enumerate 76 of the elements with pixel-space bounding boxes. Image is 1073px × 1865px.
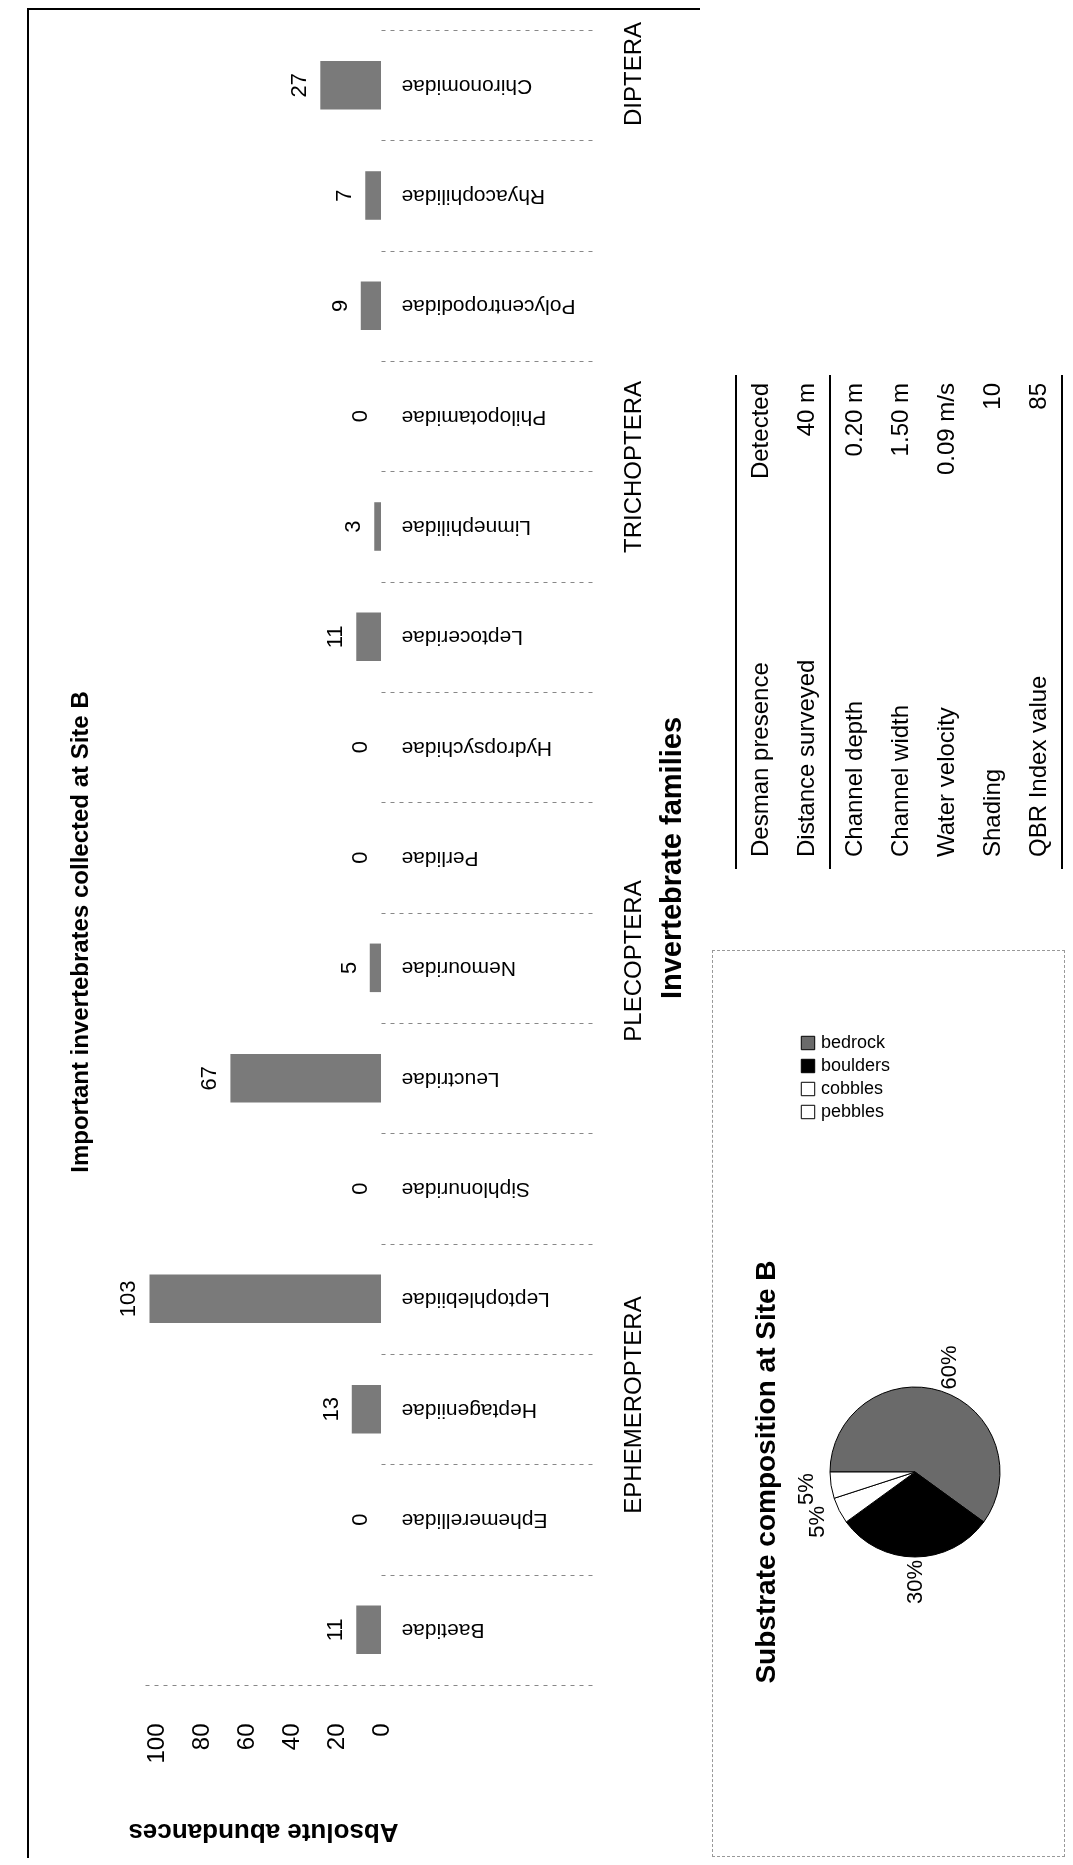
y-tick-label: Rhyacophilidae [401, 186, 546, 209]
text: 40 m [783, 375, 830, 547]
y-tick-label: Ephemerellidae [401, 1510, 548, 1533]
data-label: 5 [335, 961, 361, 974]
data-label: 60% [935, 1345, 961, 1390]
data-label: 5% [793, 1473, 819, 1506]
text: QBR Index value [1023, 674, 1052, 859]
text: Water velocity [931, 706, 960, 859]
text: PLECOPTERA [619, 880, 646, 1042]
y-tick-label: Baetidae [401, 1620, 485, 1644]
legend-label: bedrock [821, 1032, 887, 1052]
x-tick-label: 0 [366, 1723, 394, 1737]
y-tick-label: Hydropsychidae [401, 737, 553, 761]
text: Channel width [885, 703, 914, 859]
x-axis-title: Absolute abundances [128, 1817, 399, 1848]
data-label: 0 [347, 1182, 372, 1195]
y-tick-label: Leuctridae [401, 1068, 500, 1092]
y-axis-title: Invertebrate families [654, 716, 687, 1000]
y-tick-label: Limnephilidae [401, 517, 532, 540]
x-tick-label: 20 [321, 1723, 349, 1751]
data-label: 3 [340, 520, 366, 533]
bar [365, 171, 381, 220]
bar [351, 1384, 381, 1434]
data-label: 103 [115, 1280, 141, 1318]
text: Detected [745, 382, 774, 482]
legend-label: boulders [821, 1055, 891, 1075]
y-tick-label: Polycentropodidae [401, 296, 576, 320]
y-tick-label: Leptoceridae [401, 627, 523, 651]
text: 0.20 m [839, 382, 868, 459]
y-tick-label: Siphlonuridae [401, 1179, 530, 1202]
bar [230, 1053, 381, 1103]
legend-label: cobbles [821, 1078, 884, 1098]
text: Substrate composition at Site B [750, 1260, 781, 1684]
data-label: 7 [331, 189, 357, 202]
data-label: 27 [286, 72, 312, 98]
data-label: 9 [326, 299, 352, 312]
x-tick-label: 40 [276, 1723, 304, 1751]
data-label: 11 [322, 1618, 348, 1642]
text: 0.09 m/s [931, 382, 960, 478]
text: Desman presence [745, 661, 774, 859]
bar [149, 1274, 381, 1324]
bar [369, 943, 381, 993]
text: Channel depth [839, 699, 868, 859]
x-tick-label: 80 [186, 1723, 214, 1751]
text: EPHEMEROPTERA [619, 1296, 646, 1514]
y-tick-label: Leptophlebiidae [401, 1289, 550, 1313]
y-tick-label: Philopotamidae [401, 406, 547, 430]
text: Shading [977, 767, 1006, 859]
y-tick-label: Chironomidae [401, 75, 533, 99]
legend-label: pebbles [821, 1101, 885, 1121]
text: 85 [1023, 382, 1052, 412]
bar [360, 281, 381, 331]
text: TRICHOPTERA [619, 380, 646, 554]
data-label: 0 [347, 851, 372, 864]
bar [374, 502, 381, 551]
data-label: 0 [347, 741, 372, 754]
data-label: 30% [902, 1559, 927, 1605]
data-label: 13 [317, 1396, 343, 1422]
data-label: 11 [322, 625, 348, 649]
x-tick-label: 60 [231, 1723, 259, 1751]
text: DIPTERA [619, 21, 646, 127]
text: Distance surveyed [783, 546, 830, 869]
y-tick-label: Perlidae [401, 848, 479, 871]
text: Important invertebrates collected at Site B [66, 691, 94, 1173]
bar [356, 1605, 381, 1655]
bar [320, 60, 381, 110]
data-label: 5% [803, 1506, 829, 1538]
y-tick-label: Nemouridae [401, 958, 516, 982]
data-label: 67 [196, 1065, 222, 1091]
bar [356, 612, 381, 662]
text: 10 [977, 382, 1006, 412]
data-label: 0 [347, 1513, 372, 1526]
data-label: 0 [347, 410, 372, 423]
text: 1.50 m [885, 382, 914, 459]
x-tick-label: 100 [141, 1723, 169, 1764]
y-tick-label: Heptageniidae [401, 1399, 537, 1423]
